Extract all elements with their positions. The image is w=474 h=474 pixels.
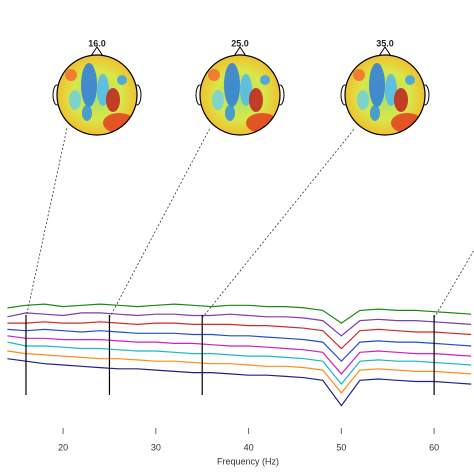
x-tick-label: 50 [336, 442, 346, 452]
connector [201, 127, 356, 319]
blob [246, 113, 278, 133]
topomap-fill [200, 55, 280, 135]
blob [103, 113, 135, 133]
x-tick-label: 30 [151, 442, 161, 452]
spectrum-line [7, 321, 472, 350]
blob [117, 75, 127, 85]
blob [405, 75, 415, 85]
topomap-label: 35.0 [376, 38, 394, 48]
topomap-fill [345, 55, 425, 135]
blob [106, 88, 120, 112]
blob [208, 69, 220, 81]
head-outline [199, 54, 281, 136]
x-tick-label: 40 [244, 442, 254, 452]
blob [69, 90, 81, 110]
nose [90, 46, 104, 57]
spectrum-line [7, 312, 472, 337]
head-outline [56, 54, 138, 136]
blob [225, 105, 235, 121]
topomap [340, 46, 430, 136]
blob [82, 105, 92, 121]
blob [394, 88, 408, 112]
spectrum-line [7, 335, 472, 375]
topomap-label: 16.0 [88, 38, 106, 48]
blob [370, 105, 380, 121]
blob [391, 113, 423, 133]
spectrum-line [7, 303, 472, 324]
nose [378, 46, 392, 57]
blob [249, 88, 263, 112]
x-axis-label: Frequency (Hz) [217, 456, 279, 466]
x-tick-label: 20 [58, 442, 68, 452]
topomap [195, 46, 285, 136]
blob [369, 63, 385, 107]
blob [65, 69, 77, 81]
spectrum-line [7, 350, 472, 394]
connector [25, 127, 68, 319]
connector [433, 249, 474, 319]
nose [233, 46, 247, 57]
blob [353, 69, 365, 81]
spectrum-line [7, 341, 472, 386]
blob [260, 75, 270, 85]
connector [109, 127, 211, 319]
x-tick-label: 60 [429, 442, 439, 452]
topomap-label: 25.0 [231, 38, 249, 48]
head-outline [344, 54, 426, 136]
blob [240, 74, 252, 106]
blob [212, 90, 224, 110]
spectrum-line [7, 358, 472, 407]
blob [81, 63, 97, 107]
blob [385, 74, 397, 106]
spectrum-line [7, 328, 472, 363]
blob [97, 74, 109, 106]
blob [357, 90, 369, 110]
blob [224, 63, 240, 107]
topomap [52, 46, 142, 136]
